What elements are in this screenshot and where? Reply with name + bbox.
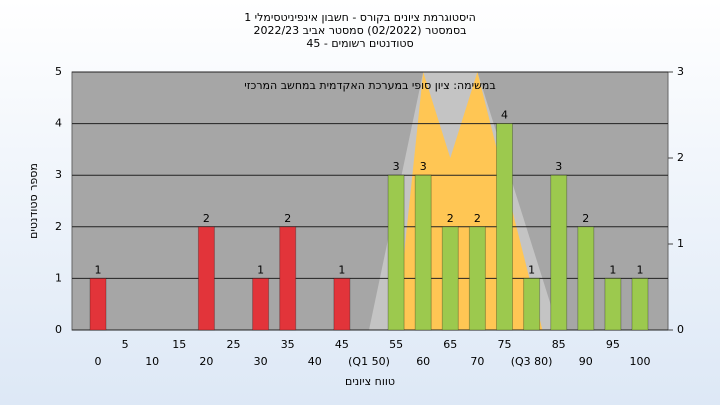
y-tick-label: 5 bbox=[55, 65, 62, 78]
y2-tick-label: 2 bbox=[677, 151, 684, 164]
x-tick-label: 10 bbox=[145, 355, 159, 368]
y-tick-label: 3 bbox=[55, 168, 62, 181]
y-tick-label: 0 bbox=[55, 323, 62, 336]
data-label: 2 bbox=[284, 212, 291, 225]
x-tick-label: (Q1 50) bbox=[348, 355, 390, 368]
data-label: 3 bbox=[420, 160, 427, 173]
bar bbox=[550, 174, 568, 331]
x-tick-label: 90 bbox=[579, 355, 593, 368]
x-tick-label: 5 bbox=[122, 338, 129, 351]
x-tick-label: 25 bbox=[227, 338, 241, 351]
bar bbox=[89, 277, 107, 331]
x-tick-label: 40 bbox=[308, 355, 322, 368]
x-tick-label: 65 bbox=[443, 338, 457, 351]
x-tick-label: 55 bbox=[389, 338, 403, 351]
annotation: במשימה: ציון סופי במערכת האקדמית במחשב ה… bbox=[244, 79, 495, 92]
x-tick-label: 45 bbox=[335, 338, 349, 351]
data-label: 2 bbox=[474, 212, 481, 225]
bar bbox=[468, 226, 486, 331]
y-tick-label: 4 bbox=[55, 117, 62, 130]
chart-title: היסטוגרמת ציונים בקורס - חשבון אינפיניטס… bbox=[244, 11, 476, 24]
data-label: 2 bbox=[447, 212, 454, 225]
bar bbox=[197, 226, 215, 331]
x-tick-label: 0 bbox=[95, 355, 102, 368]
x-tick-label: 95 bbox=[606, 338, 620, 351]
x-tick-label: 15 bbox=[172, 338, 186, 351]
x-tick-label: 100 bbox=[630, 355, 651, 368]
bar bbox=[279, 226, 297, 331]
x-tick-label: 75 bbox=[498, 338, 512, 351]
chart-subtitle: בסמסטר (02/2022) סמסטר אביב 2022/23 bbox=[253, 24, 466, 37]
x-tick-label: 85 bbox=[552, 338, 566, 351]
data-label: 2 bbox=[582, 212, 589, 225]
bar bbox=[252, 277, 270, 331]
data-label: 4 bbox=[501, 109, 508, 122]
x-tick-label: 30 bbox=[254, 355, 268, 368]
data-label: 1 bbox=[257, 263, 264, 276]
bar bbox=[631, 277, 649, 331]
chart-subtitle: סטודנטים רשומים - 45 bbox=[306, 37, 413, 50]
y2-tick-label: 1 bbox=[677, 237, 684, 250]
data-label: 1 bbox=[338, 263, 345, 276]
bar bbox=[441, 226, 459, 331]
x-axis-label: טווח ציונים bbox=[345, 375, 395, 388]
data-label: 3 bbox=[555, 160, 562, 173]
y-tick-label: 1 bbox=[55, 271, 62, 284]
bar bbox=[577, 226, 595, 331]
x-tick-label: 60 bbox=[416, 355, 430, 368]
data-label: 3 bbox=[393, 160, 400, 173]
y-tick-label: 2 bbox=[55, 220, 62, 233]
x-tick-label: (Q3 80) bbox=[511, 355, 553, 368]
x-tick-label: 35 bbox=[281, 338, 295, 351]
data-label: 1 bbox=[95, 263, 102, 276]
bar bbox=[496, 123, 513, 331]
x-tick-label: 70 bbox=[470, 355, 484, 368]
bar bbox=[333, 277, 351, 331]
data-label: 1 bbox=[637, 263, 644, 276]
data-label: 1 bbox=[528, 263, 535, 276]
x-tick-label: 20 bbox=[199, 355, 213, 368]
bar bbox=[387, 174, 405, 331]
y2-tick-label: 3 bbox=[677, 65, 684, 78]
data-label: 1 bbox=[609, 263, 616, 276]
y-axis-label: מספר סטודנטים bbox=[27, 163, 40, 239]
data-label: 2 bbox=[203, 212, 210, 225]
plot-area bbox=[71, 71, 669, 331]
bar bbox=[523, 277, 541, 331]
bar bbox=[414, 174, 432, 331]
y2-tick-label: 0 bbox=[677, 323, 684, 336]
bar bbox=[604, 277, 622, 331]
